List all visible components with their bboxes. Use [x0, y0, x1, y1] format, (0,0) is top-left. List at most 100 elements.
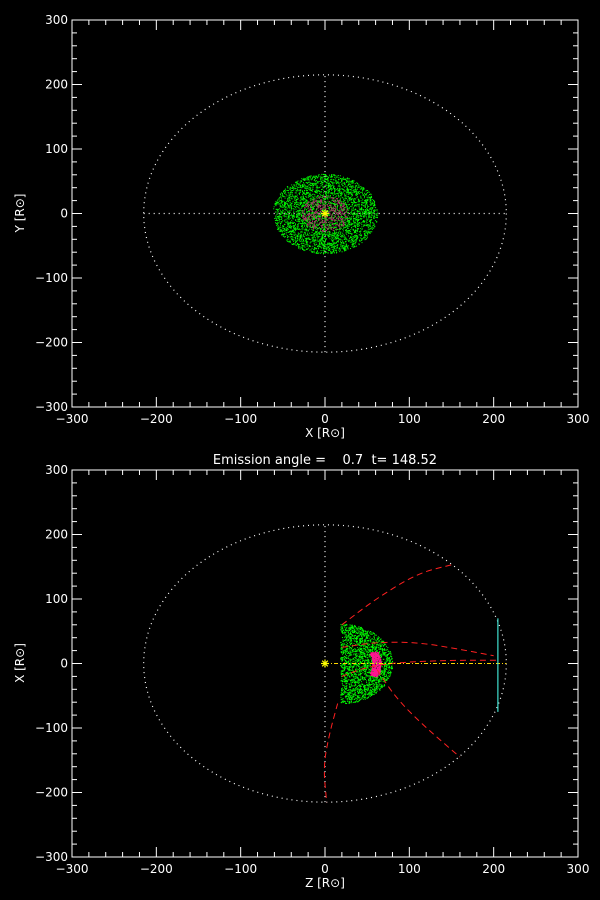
particle: [367, 207, 369, 209]
particle: [340, 221, 342, 223]
particle: [355, 239, 357, 241]
particle: [305, 225, 307, 227]
particle: [358, 697, 360, 699]
particle: [350, 637, 352, 639]
particle: [357, 210, 359, 212]
particle: [372, 212, 374, 214]
particle: [297, 235, 299, 237]
particle: [346, 204, 348, 206]
particle: [358, 185, 360, 187]
particle: [352, 634, 354, 636]
particle: [349, 232, 351, 234]
particle: [307, 225, 309, 227]
particle: [330, 209, 332, 211]
particle: [332, 217, 334, 219]
particle: [352, 665, 354, 667]
particle: [344, 636, 346, 638]
particle: [319, 242, 321, 244]
particle: [297, 228, 299, 230]
particle: [358, 203, 360, 205]
particle: [353, 650, 355, 652]
particle: [297, 226, 299, 228]
particle: [309, 245, 311, 247]
particle: [374, 226, 376, 228]
particle: [338, 224, 340, 226]
particle: [364, 206, 366, 208]
particle: [313, 241, 315, 243]
particle: [292, 217, 294, 219]
particle: [314, 245, 316, 247]
particle: [329, 232, 331, 234]
particle: [307, 176, 309, 178]
particle: [320, 225, 322, 227]
particle: [281, 192, 283, 194]
particle: [344, 236, 346, 238]
particle: [341, 218, 343, 220]
particle: [349, 687, 351, 689]
particle: [318, 231, 320, 233]
particle: [378, 649, 380, 651]
particle: [302, 224, 304, 226]
particle: [278, 215, 280, 217]
particle: [357, 191, 359, 193]
particle: [307, 218, 309, 220]
particle: [370, 219, 372, 221]
particle: [308, 177, 310, 179]
particle: [320, 207, 322, 209]
particle: [364, 229, 366, 231]
particle: [351, 690, 353, 692]
particle: [321, 179, 323, 181]
particle: [312, 196, 314, 198]
particle: [294, 192, 296, 194]
particle: [316, 189, 318, 191]
particle: [301, 178, 303, 180]
particle: [310, 208, 312, 210]
particle: [341, 239, 343, 241]
particle: [286, 190, 288, 192]
particle: [360, 210, 362, 212]
particle: [385, 658, 387, 660]
particle: [295, 190, 297, 192]
particle: [305, 194, 307, 196]
particle: [354, 187, 356, 189]
particle: [289, 201, 291, 203]
particle: [307, 188, 309, 190]
particle: [334, 234, 336, 236]
particle: [306, 243, 308, 245]
particle: [331, 200, 333, 202]
particle: [352, 213, 354, 215]
particle: [275, 208, 277, 210]
particle: [282, 234, 284, 236]
particle: [319, 222, 321, 224]
particle: [334, 215, 336, 217]
particle: [346, 189, 348, 191]
particle: [340, 214, 342, 216]
particle: [273, 208, 275, 210]
particle: [344, 178, 346, 180]
particle: [282, 196, 284, 198]
particle: [333, 186, 335, 188]
particle: [341, 224, 343, 226]
particle: [372, 691, 374, 693]
particle: [344, 221, 346, 223]
particle: [377, 676, 379, 678]
particle: [320, 209, 322, 211]
particle: [341, 698, 343, 700]
particle: [364, 204, 366, 206]
particle: [364, 199, 366, 201]
particle: [295, 240, 297, 242]
particle: [335, 229, 337, 231]
particle: [314, 206, 316, 208]
particle: [302, 203, 304, 205]
particle: [346, 650, 348, 652]
particle: [310, 204, 312, 206]
particle: [288, 226, 290, 228]
particle: [320, 213, 322, 215]
particle: [357, 649, 359, 651]
particle: [287, 237, 289, 239]
particle: [372, 224, 374, 226]
particle: [382, 649, 384, 651]
particle: [364, 210, 366, 212]
particle: [287, 211, 289, 213]
particle: [360, 628, 362, 630]
